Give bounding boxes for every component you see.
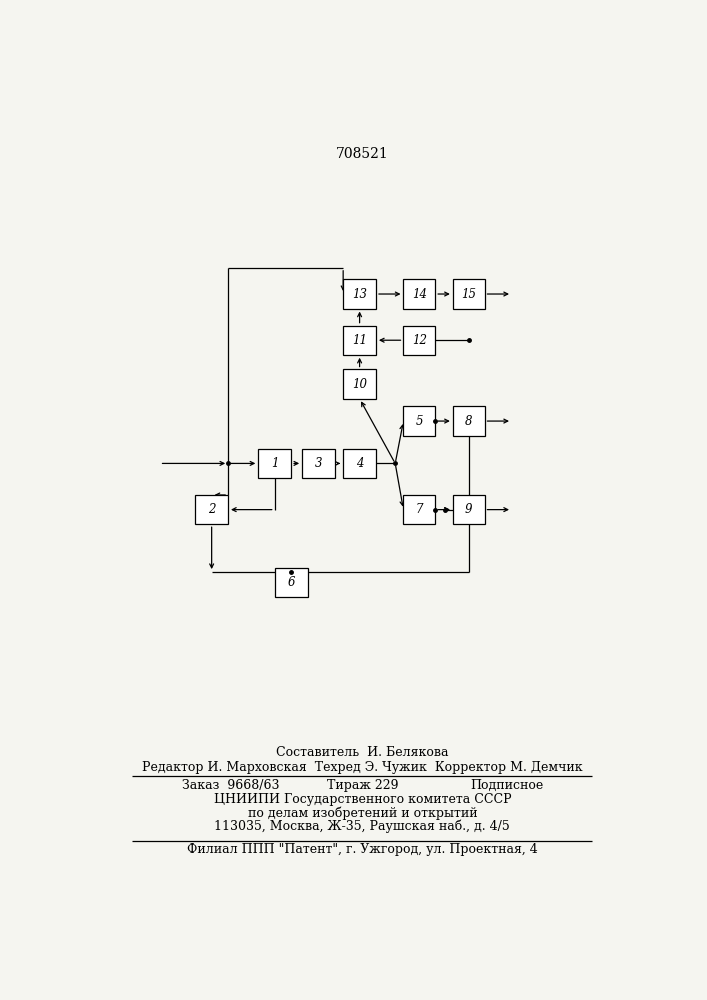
Bar (404, 406, 436, 436)
Bar (404, 279, 436, 309)
Text: 3: 3 (315, 457, 322, 470)
Text: 13: 13 (352, 288, 367, 301)
Bar (343, 369, 376, 399)
Text: 14: 14 (411, 288, 427, 301)
Bar (343, 449, 376, 478)
Text: 6: 6 (287, 576, 295, 589)
Text: 11: 11 (352, 334, 367, 347)
Text: 9: 9 (465, 503, 472, 516)
Bar (258, 449, 291, 478)
Text: 2: 2 (208, 503, 216, 516)
Text: 12: 12 (411, 334, 427, 347)
Text: Филиал ППП "Патент", г. Ужгород, ул. Проектная, 4: Филиал ППП "Патент", г. Ужгород, ул. Про… (187, 843, 538, 856)
Bar (343, 279, 376, 309)
Text: 5: 5 (416, 415, 423, 428)
Text: ЦНИИПИ Государственного комитета СССР: ЦНИИПИ Государственного комитета СССР (214, 793, 511, 806)
Text: 7: 7 (416, 503, 423, 516)
Text: 15: 15 (461, 288, 476, 301)
Text: 8: 8 (465, 415, 472, 428)
Bar (452, 279, 484, 309)
Bar (452, 495, 484, 524)
Text: Тираж 229: Тираж 229 (327, 779, 398, 792)
Text: 708521: 708521 (336, 147, 389, 161)
Text: Редактор И. Марховская  Техред Э. Чужик  Корректор М. Демчик: Редактор И. Марховская Техред Э. Чужик К… (142, 761, 583, 774)
Text: 113035, Москва, Ж-35, Раушская наб., д. 4/5: 113035, Москва, Ж-35, Раушская наб., д. … (214, 819, 510, 833)
Text: 10: 10 (352, 378, 367, 391)
Bar (302, 449, 335, 478)
Text: Составитель  И. Белякова: Составитель И. Белякова (276, 746, 448, 759)
Text: Заказ  9668/63: Заказ 9668/63 (182, 779, 279, 792)
Text: Подписное: Подписное (470, 779, 543, 792)
Bar (452, 406, 484, 436)
Bar (275, 568, 308, 597)
Bar (404, 495, 436, 524)
Bar (343, 326, 376, 355)
Bar (195, 495, 228, 524)
Text: по делам изобретений и открытий: по делам изобретений и открытий (247, 806, 477, 820)
Text: 1: 1 (271, 457, 279, 470)
Text: 4: 4 (356, 457, 363, 470)
Bar (404, 326, 436, 355)
